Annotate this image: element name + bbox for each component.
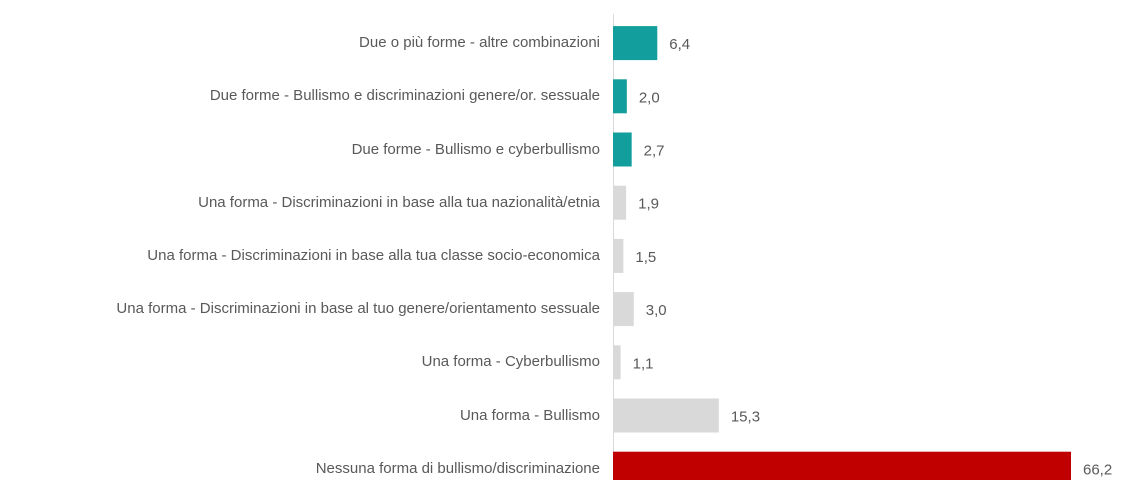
category-text: Nessuna forma di bullismo/discriminazion…: [315, 459, 600, 477]
bar: [613, 132, 632, 167]
value-label: 2,7: [644, 142, 665, 159]
category-text: Una forma - Discriminazioni in base al t…: [116, 300, 600, 318]
bar: [613, 398, 719, 433]
category-text: Una forma - Discriminazioni in base alla…: [147, 246, 600, 264]
bar: [613, 79, 627, 114]
category-label: Due o più forme - altre combinazioni: [0, 32, 600, 54]
bar: [613, 238, 624, 273]
value-label: 3,0: [646, 302, 667, 319]
category-label: Una forma - Discriminazioni in base al t…: [0, 298, 600, 320]
category-label: Due forme - Bullismo e cyberbullismo: [0, 139, 600, 161]
value-label: 15,3: [731, 408, 760, 425]
bar: [613, 451, 1071, 480]
value-label: 2,0: [639, 89, 660, 106]
bar: [613, 292, 634, 327]
category-text: Due forme - Bullismo e discriminazioni g…: [209, 87, 600, 105]
category-label: Due forme - Bullismo e discriminazioni g…: [0, 85, 600, 107]
value-label: 1,5: [635, 249, 656, 266]
category-label: Nessuna forma di bullismo/discriminazion…: [0, 458, 600, 480]
category-label: Una forma - Discriminazioni in base alla…: [0, 245, 600, 267]
category-text: Due forme - Bullismo e cyberbullismo: [351, 140, 600, 158]
category-text: Una forma - Discriminazioni in base alla…: [198, 193, 600, 211]
category-text: Due o più forme - altre combinazioni: [359, 34, 600, 52]
category-text: Una forma - Bullismo: [459, 406, 600, 424]
bar: [613, 345, 621, 380]
category-text: Una forma - Cyberbullismo: [421, 353, 600, 371]
value-label: 66,2: [1083, 462, 1112, 479]
value-label: 6,4: [669, 36, 690, 53]
category-label: Una forma - Cyberbullismo: [0, 351, 600, 373]
bar: [613, 185, 627, 220]
value-label: 1,1: [633, 355, 654, 372]
category-label: Una forma - Bullismo: [0, 405, 600, 427]
bar: [613, 26, 658, 61]
value-label: 1,9: [638, 196, 659, 213]
category-label: Una forma - Discriminazioni in base alla…: [0, 192, 600, 214]
